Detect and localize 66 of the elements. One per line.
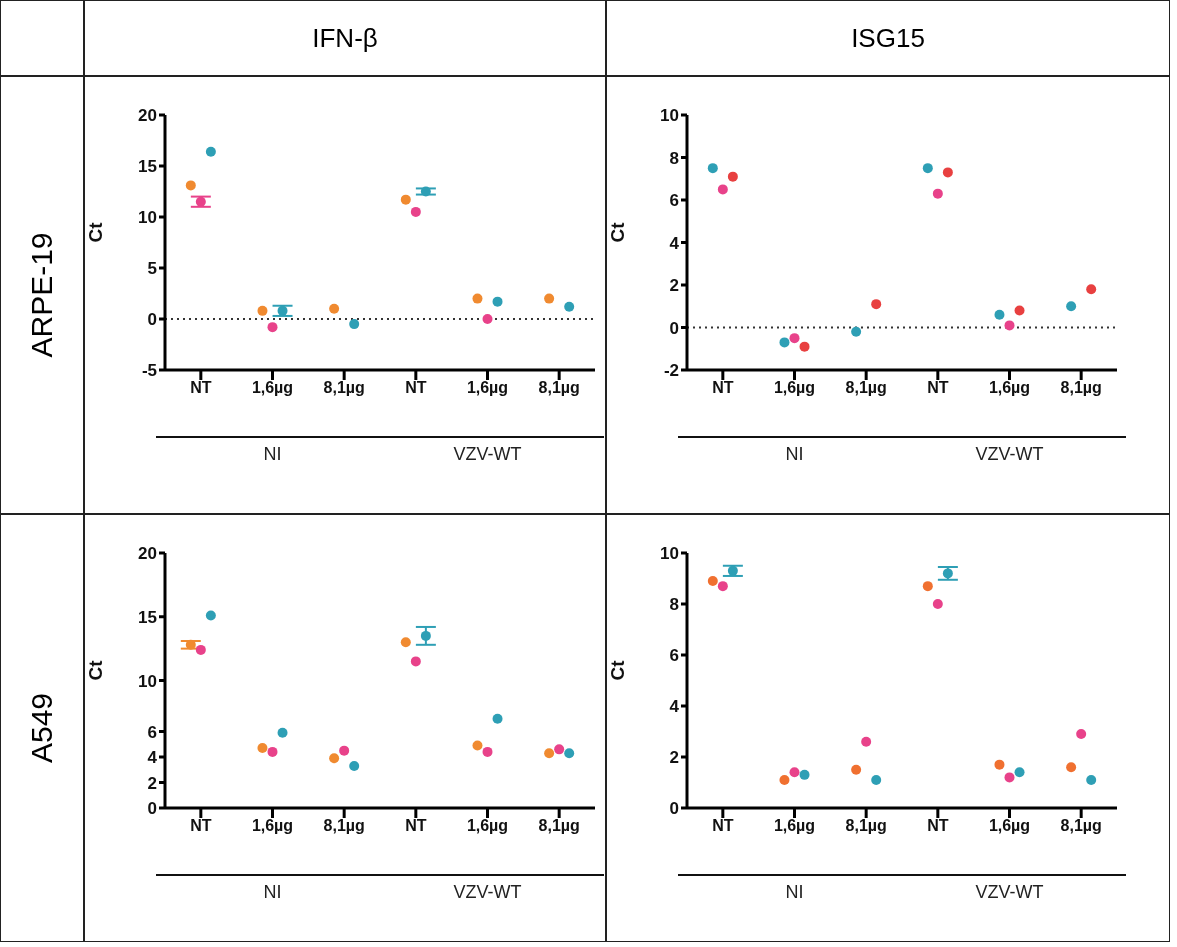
x-tick-label: 1,6µg bbox=[466, 817, 509, 835]
y-tick-label: -2 bbox=[663, 361, 679, 381]
y-tick-label: 0 bbox=[669, 318, 679, 338]
text: A549 bbox=[25, 692, 59, 764]
y-tick-label: 0 bbox=[669, 799, 679, 819]
y-tick-label: 6 bbox=[669, 646, 679, 666]
text: VZV-WT bbox=[452, 882, 523, 903]
x-tick-label: 8,1µg bbox=[323, 817, 365, 835]
x-tick-label: NT bbox=[927, 817, 949, 835]
text: NI bbox=[262, 882, 283, 903]
x-tick-label: 8,1µg bbox=[1060, 379, 1102, 397]
x-tick-label: NT bbox=[927, 379, 949, 397]
y-axis-title: Ct bbox=[84, 221, 106, 243]
y-axis-title: Ct bbox=[606, 659, 628, 681]
y-tick-label: 20 bbox=[138, 106, 157, 126]
x-tick-label: 8,1µg bbox=[323, 379, 365, 397]
text: VZV-WT bbox=[974, 444, 1045, 465]
y-tick-label: 4 bbox=[147, 748, 158, 768]
x-tick-label: NT bbox=[405, 379, 427, 397]
x-tick-label: 1,6µg bbox=[251, 379, 294, 397]
y-tick-label: 8 bbox=[669, 148, 679, 168]
y-tick-label: 4 bbox=[669, 233, 680, 253]
y-tick-label: 20 bbox=[138, 544, 157, 564]
x-tick-label: 8,1µg bbox=[845, 379, 887, 397]
y-tick-label: 10 bbox=[660, 106, 679, 126]
y-tick-label: 10 bbox=[660, 544, 679, 564]
y-tick-label: -5 bbox=[141, 361, 157, 381]
x-tick-label: NT bbox=[190, 379, 212, 397]
y-tick-label: 6 bbox=[147, 722, 157, 742]
x-tick-label: NT bbox=[712, 379, 734, 397]
y-tick-label: 10 bbox=[138, 671, 157, 691]
text: VZV-WT bbox=[452, 444, 523, 465]
y-tick-label: 15 bbox=[138, 157, 157, 177]
y-axis-title: Ct bbox=[606, 221, 628, 243]
y-tick-label: 15 bbox=[138, 607, 157, 627]
x-tick-label: 8,1µg bbox=[538, 817, 580, 835]
x-tick-label: 1,6µg bbox=[988, 379, 1031, 397]
y-tick-label: 10 bbox=[138, 208, 157, 228]
x-tick-label: 1,6µg bbox=[773, 379, 816, 397]
x-tick-label: 8,1µg bbox=[538, 379, 580, 397]
text: NI bbox=[784, 882, 805, 903]
x-tick-label: 8,1µg bbox=[845, 817, 887, 835]
y-tick-label: 0 bbox=[147, 310, 157, 330]
y-axis-title: Ct bbox=[84, 659, 106, 681]
y-tick-label: 4 bbox=[669, 697, 680, 717]
x-tick-label: NT bbox=[712, 817, 734, 835]
chart-title: IFN-β bbox=[84, 0, 606, 76]
text: NI bbox=[784, 444, 805, 465]
text: NI bbox=[262, 444, 283, 465]
y-tick-label: 5 bbox=[147, 259, 157, 279]
x-tick-label: NT bbox=[405, 817, 427, 835]
x-tick-label: 1,6µg bbox=[251, 817, 294, 835]
x-tick-label: 1,6µg bbox=[773, 817, 816, 835]
y-tick-label: 0 bbox=[147, 799, 157, 819]
text: ARPE-19 bbox=[25, 232, 59, 358]
x-tick-label: 1,6µg bbox=[988, 817, 1031, 835]
y-tick-label: 8 bbox=[669, 595, 679, 615]
chart-title: ISG15 bbox=[606, 0, 1170, 76]
text: VZV-WT bbox=[974, 882, 1045, 903]
x-tick-label: NT bbox=[190, 817, 212, 835]
y-tick-label: 2 bbox=[669, 276, 679, 296]
y-tick-label: 2 bbox=[669, 748, 679, 768]
x-tick-label: 1,6µg bbox=[466, 379, 509, 397]
x-tick-label: 8,1µg bbox=[1060, 817, 1102, 835]
y-tick-label: 6 bbox=[669, 191, 679, 211]
y-tick-label: 2 bbox=[147, 773, 157, 793]
